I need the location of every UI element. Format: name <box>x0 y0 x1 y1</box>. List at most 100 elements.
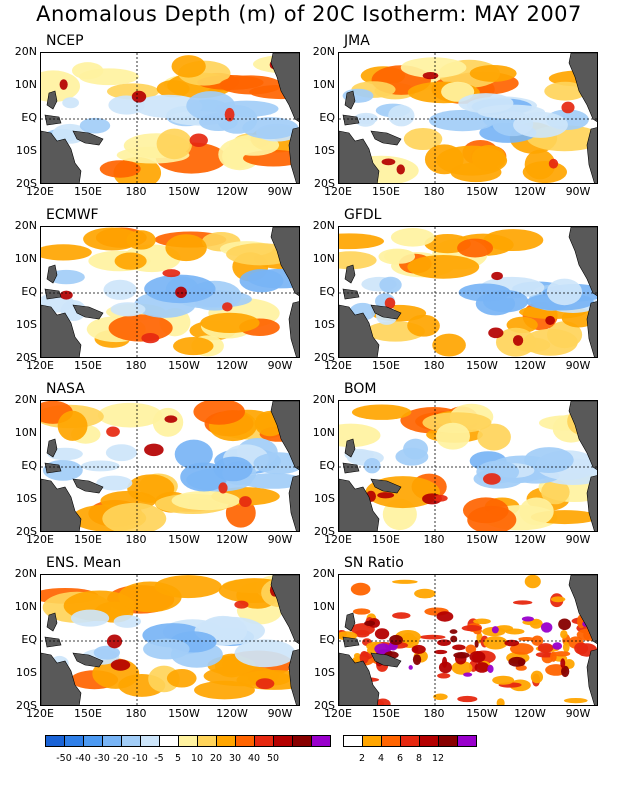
colorbar-label: -10 <box>132 753 148 764</box>
contour-map <box>41 53 299 183</box>
sn-ratio-colorbar: 2 4 6 8 12 <box>343 735 477 764</box>
panel-title: JMA <box>344 33 370 49</box>
colorbar-label: -50 <box>56 753 72 764</box>
colorbar-label: 5 <box>174 753 182 764</box>
lon-label: 180 <box>423 185 445 198</box>
map-panel <box>40 400 300 532</box>
lon-label: 90W <box>565 707 591 720</box>
lat-label: EQ <box>319 633 335 646</box>
lat-label: 10N <box>312 600 335 613</box>
colorbar-label: 12 <box>431 753 445 764</box>
lat-label: 10N <box>312 426 335 439</box>
lat-label: EQ <box>21 459 37 472</box>
lon-label: 120W <box>514 185 546 198</box>
lon-label: 180 <box>125 359 147 372</box>
colorbar-label: 50 <box>266 753 280 764</box>
panel-title: ENS. Mean <box>46 555 122 571</box>
colorbar-swatch <box>362 735 382 747</box>
lon-label: 120W <box>216 707 248 720</box>
colorbar-swatch <box>140 735 160 747</box>
lat-label: 10S <box>16 318 37 331</box>
contour-map <box>339 575 597 705</box>
panel-title: NASA <box>46 381 85 397</box>
contour-map <box>339 53 597 183</box>
lat-label: 20N <box>14 567 37 580</box>
lon-label: 90W <box>267 707 293 720</box>
lon-label: 150W <box>168 707 200 720</box>
lat-label: 20N <box>14 45 37 58</box>
lon-label: 90W <box>267 533 293 546</box>
lon-label: 150W <box>466 185 498 198</box>
lon-label: 150E <box>74 707 102 720</box>
lat-label: 10S <box>16 492 37 505</box>
lon-label: 150E <box>74 533 102 546</box>
panel-title: SN Ratio <box>344 555 404 571</box>
colorbar-swatch <box>197 735 217 747</box>
lon-label: 120E <box>324 359 352 372</box>
colorbar-swatch <box>64 735 84 747</box>
lon-label: 180 <box>423 707 445 720</box>
map-panel <box>338 400 598 532</box>
colorbar-swatch <box>45 735 65 747</box>
lon-label: 150E <box>372 707 400 720</box>
lat-label: 10N <box>14 600 37 613</box>
lon-label: 150W <box>466 707 498 720</box>
lon-label: 180 <box>125 707 147 720</box>
lon-label: 120E <box>324 185 352 198</box>
lon-label: 90W <box>565 359 591 372</box>
colorbar-swatch <box>343 735 363 747</box>
lat-label: 20N <box>14 393 37 406</box>
lon-label: 150W <box>466 359 498 372</box>
lat-label: 20N <box>312 219 335 232</box>
lon-label: 120W <box>216 185 248 198</box>
lon-label: 90W <box>565 533 591 546</box>
lat-label: EQ <box>21 285 37 298</box>
colorbar-label: 2 <box>358 753 366 764</box>
colorbar-swatch <box>292 735 312 747</box>
colorbar-label: 8 <box>415 753 423 764</box>
map-panel <box>338 52 598 184</box>
lat-label: 20S <box>16 351 37 364</box>
lon-label: 180 <box>423 359 445 372</box>
lat-label: 10N <box>312 78 335 91</box>
contour-map <box>41 227 299 357</box>
panel-title: GFDL <box>344 207 382 223</box>
lon-label: 120E <box>324 533 352 546</box>
colorbar-swatch <box>216 735 236 747</box>
contour-map <box>41 575 299 705</box>
lat-label: EQ <box>319 285 335 298</box>
lon-label: 90W <box>565 185 591 198</box>
lat-label: EQ <box>21 111 37 124</box>
lat-label: 20N <box>312 393 335 406</box>
colorbar-swatch <box>159 735 179 747</box>
contour-map <box>339 227 597 357</box>
lon-label: 150E <box>372 533 400 546</box>
colorbar-swatch <box>254 735 274 747</box>
lat-label: 10N <box>14 252 37 265</box>
map-panel <box>338 226 598 358</box>
colorbar-label: 40 <box>247 753 261 764</box>
panel-title: NCEP <box>46 33 84 49</box>
lat-label: 20S <box>16 177 37 190</box>
lon-label: 150W <box>168 533 200 546</box>
colorbar-label: 10 <box>190 753 204 764</box>
lat-label: 10N <box>312 252 335 265</box>
lat-label: 20N <box>14 219 37 232</box>
colorbar-swatch <box>457 735 477 747</box>
lon-label: 150W <box>168 185 200 198</box>
colorbar-swatch <box>438 735 458 747</box>
lat-label: EQ <box>21 633 37 646</box>
lon-label: 90W <box>267 359 293 372</box>
lon-label: 120W <box>216 533 248 546</box>
lon-label: 120E <box>26 533 54 546</box>
lat-label: EQ <box>319 111 335 124</box>
lat-label: 10N <box>14 426 37 439</box>
colorbar-swatch <box>273 735 293 747</box>
lon-label: 90W <box>267 185 293 198</box>
lon-label: 120E <box>26 707 54 720</box>
colorbar-label: -30 <box>94 753 110 764</box>
colorbar-swatch <box>419 735 439 747</box>
lon-label: 120W <box>514 707 546 720</box>
map-panel <box>40 574 300 706</box>
panel-title: ECMWF <box>46 207 99 223</box>
